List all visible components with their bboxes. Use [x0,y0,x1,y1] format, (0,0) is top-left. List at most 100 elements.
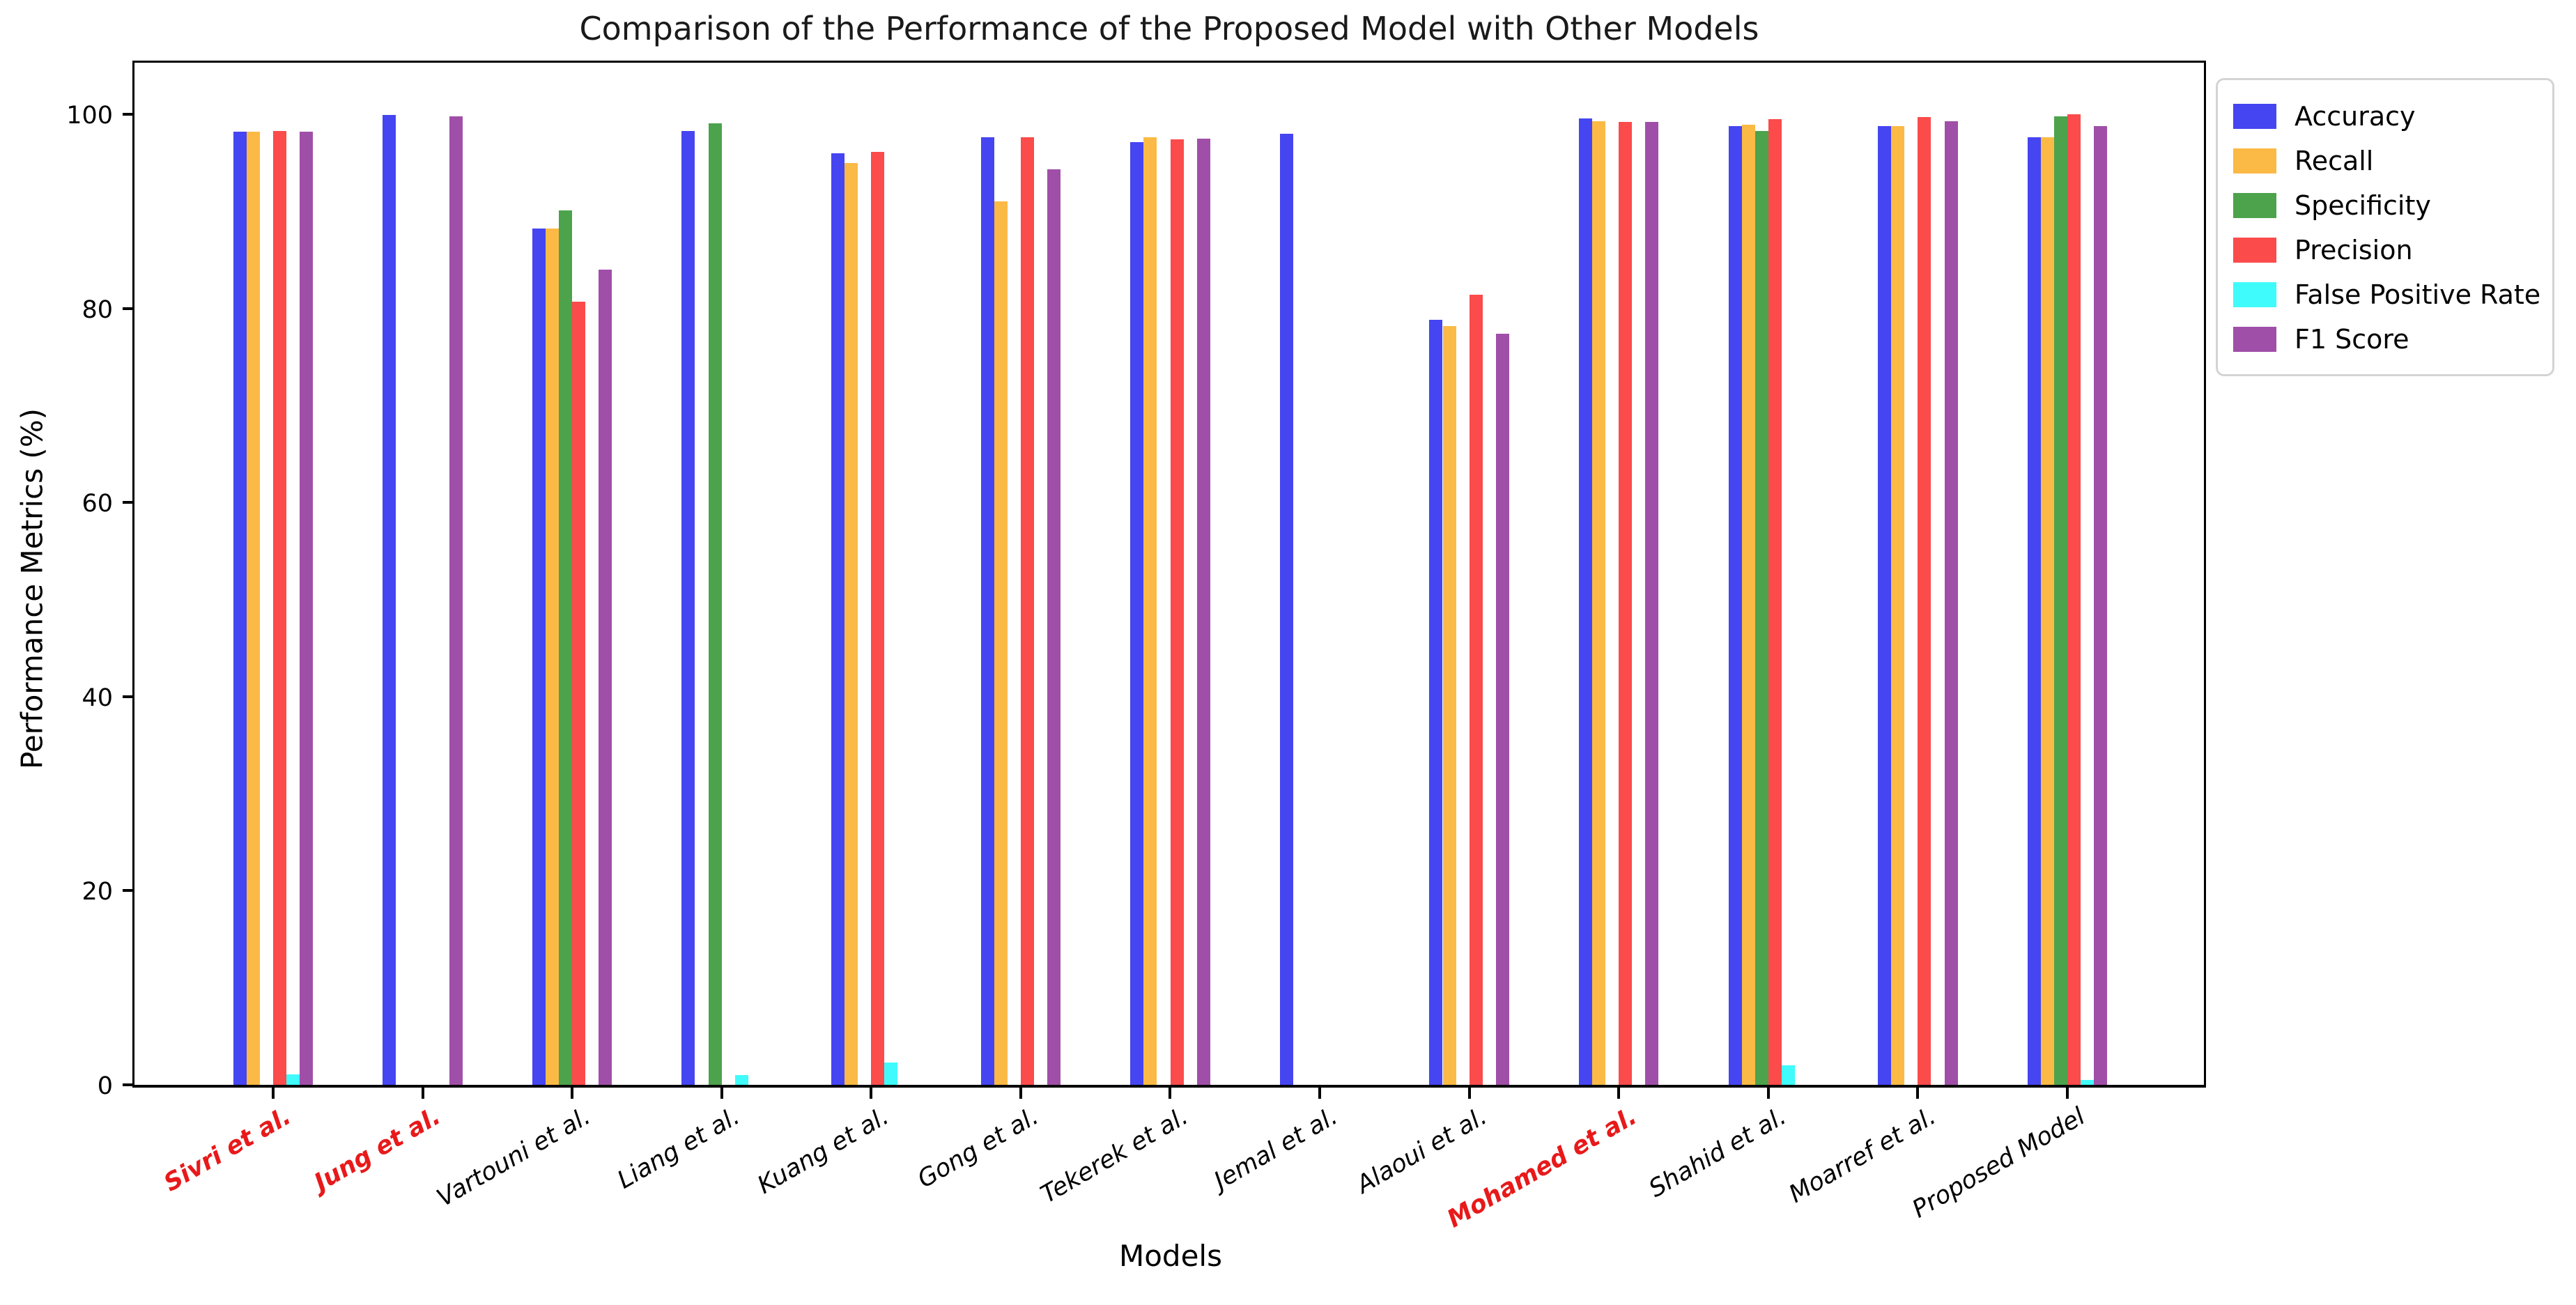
legend-item: False Positive Rate [2233,272,2541,317]
legend-swatch-icon [2233,238,2276,263]
x-tick-mark [1467,1088,1471,1099]
plot-area [132,61,2206,1088]
bar-f1-score [2094,125,2108,1085]
bar-precision [1020,137,1034,1085]
legend-item: F1 Score [2233,317,2541,362]
legend-swatch-icon [2233,327,2276,352]
y-tick-label: 40 [82,684,113,712]
legend-item: Recall [2233,139,2541,183]
x-axis-label: Models [1119,1239,1222,1273]
bar-recall [1741,125,1755,1085]
bar-accuracy [2027,137,2041,1085]
bar-accuracy [1578,118,1592,1085]
legend-label: False Positive Rate [2295,279,2541,310]
bar-f1-score [1944,121,1958,1085]
y-tick-mark [123,113,133,116]
x-tick-label-moarref-et-al: Moarref et al. [1784,1102,1941,1209]
bar-recall [1592,121,1606,1085]
bar-accuracy [233,132,247,1085]
x-tick-label-sivri-et-al: Sivri et al. [159,1102,296,1198]
bar-f1-score [1495,333,1509,1085]
y-tick-label: 100 [66,102,113,130]
x-tick-label-kuang-et-al: Kuang et al. [753,1102,894,1200]
x-tick-label-jung-et-al: Jung et al. [309,1102,446,1197]
legend-item: Precision [2233,228,2541,272]
bar-accuracy [831,153,845,1085]
bar-false-positive-rate [286,1074,300,1085]
y-tick-label: 0 [97,1072,113,1100]
x-tick-mark [1617,1088,1621,1099]
x-tick-mark [870,1088,873,1099]
x-tick-label-liang-et-al: Liang et al. [612,1102,745,1195]
x-tick-mark [1318,1088,1322,1099]
bar-precision [2067,114,2081,1085]
legend-label: Specificity [2295,190,2431,221]
bar-precision [871,152,885,1085]
x-tick-label-tekerek-et-al: Tekerek et al. [1036,1102,1193,1210]
bar-false-positive-rate [884,1063,898,1085]
legend-label: F1 Score [2295,324,2409,355]
bar-accuracy [1279,133,1293,1085]
bar-precision [1170,139,1184,1085]
legend-item: Accuracy [2233,94,2541,139]
bar-accuracy [1878,125,1892,1085]
x-tick-mark [272,1088,275,1099]
x-tick-label-shahid-et-al: Shahid et al. [1644,1102,1791,1203]
bar-precision [572,301,586,1085]
bar-recall [2040,137,2054,1085]
bars-container [134,63,2204,1085]
bar-recall [546,229,560,1085]
bar-false-positive-rate [2081,1080,2095,1085]
x-tick-mark [571,1088,574,1099]
bar-f1-score [1047,169,1061,1085]
bar-specificity [708,123,722,1085]
bar-specificity [559,210,573,1085]
bar-accuracy [980,137,994,1085]
bar-precision [1469,295,1483,1085]
x-tick-mark [2065,1088,2069,1099]
bar-accuracy [1429,320,1443,1085]
legend-label: Recall [2295,146,2374,176]
bar-f1-score [449,116,463,1085]
y-tick-mark [123,889,133,893]
bar-recall [1442,325,1456,1085]
bar-false-positive-rate [1781,1065,1795,1085]
bar-recall [844,162,858,1085]
bar-f1-score [599,269,612,1085]
y-tick-label: 60 [82,490,113,518]
bar-recall [1891,125,1905,1085]
bar-precision [273,130,287,1085]
legend-swatch-icon [2233,148,2276,173]
x-tick-mark [1916,1088,1920,1099]
bar-f1-score [300,132,314,1085]
legend: Accuracy Recall Specificity Precision False … [2216,78,2554,376]
bar-f1-score [1645,122,1659,1085]
bar-specificity [1754,130,1768,1085]
x-tick-mark [421,1088,424,1099]
bar-false-positive-rate [734,1075,748,1085]
bar-recall [994,201,1008,1085]
bar-accuracy [532,229,546,1085]
x-tick-mark [1019,1088,1022,1099]
legend-swatch-icon [2233,104,2276,129]
legend-label: Accuracy [2295,101,2416,132]
bar-precision [1768,119,1782,1085]
bar-f1-score [1196,138,1210,1085]
legend-label: Precision [2295,235,2413,265]
bar-accuracy [1130,142,1144,1085]
y-tick-mark [123,695,133,698]
bar-specificity [2053,116,2067,1085]
x-tick-label-alaoui-et-al: Alaoui et al. [1352,1102,1493,1200]
x-tick-label-jemal-et-al: Jemal et al. [1210,1102,1343,1196]
bar-precision [1918,117,1931,1085]
bar-recall [246,132,260,1085]
legend-item: Specificity [2233,183,2541,228]
legend-swatch-icon [2233,193,2276,218]
chart-title: Comparison of the Performance of the Pro… [579,10,1759,47]
x-tick-mark [1169,1088,1172,1099]
x-tick-mark [1766,1088,1770,1099]
legend-swatch-icon [2233,282,2276,307]
bar-recall [1143,137,1157,1085]
x-tick-mark [720,1088,723,1099]
bar-accuracy [383,115,396,1085]
